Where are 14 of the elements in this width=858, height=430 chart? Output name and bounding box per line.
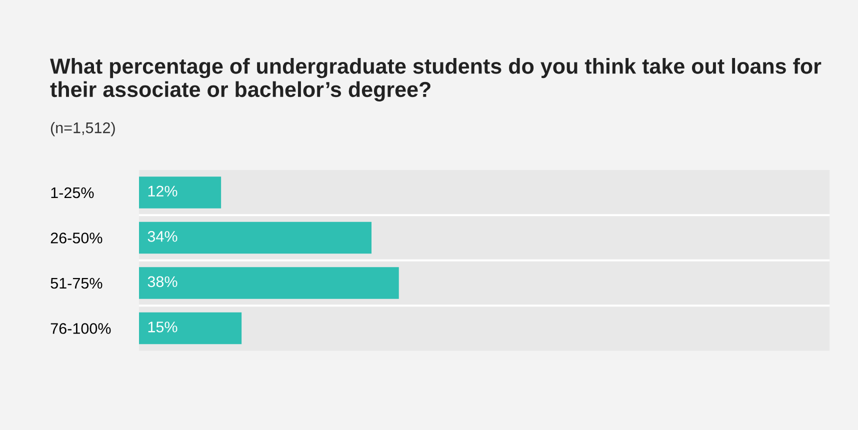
bar [138, 267, 399, 299]
y-tick-label: 76-100% [50, 323, 111, 334]
y-tick-label: 1-25% [51, 187, 94, 198]
y-tick-label: 51-75% [50, 278, 102, 289]
data-label: 15% [148, 322, 178, 332]
bar [138, 176, 222, 208]
bar [138, 312, 242, 344]
y-tick-label: 26-50% [50, 232, 102, 244]
chart-subtitle: (n=1,512) [50, 122, 115, 136]
data-label: 12% [148, 186, 178, 197]
bar [138, 222, 372, 254]
data-label: 38% [148, 276, 178, 288]
chart-title: What percentage of undergraduate students do you think take out loans for their associate or bachelor’s degree? [50, 58, 822, 102]
data-label: 34% [148, 231, 178, 242]
